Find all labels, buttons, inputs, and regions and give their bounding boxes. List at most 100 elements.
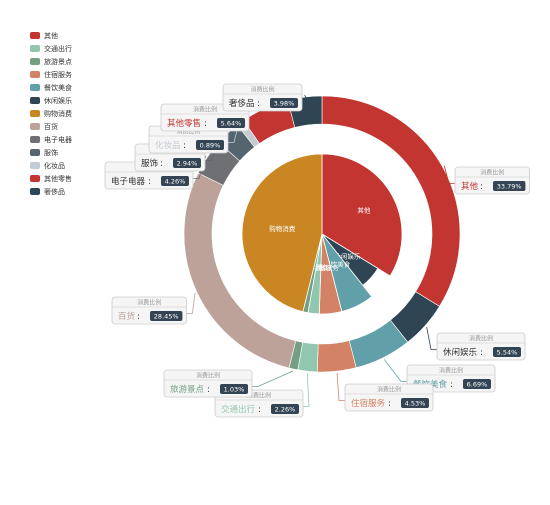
label-leader-line [252, 370, 294, 387]
legend-swatch [30, 110, 40, 117]
callout-caption: 消费比例 [480, 169, 504, 177]
inner-slice-label: 住宿服务 [313, 263, 340, 272]
inner-slice-label: 旅游景点 [302, 262, 329, 271]
label-leader-line [336, 373, 345, 401]
legend-swatch [30, 123, 40, 130]
legend-item[interactable]: 奢侈品 [30, 185, 72, 198]
callout-value: 28.45% [154, 313, 179, 321]
legend-item[interactable]: 电子电器 [30, 133, 72, 146]
callout-separator: : [388, 399, 391, 409]
legend: 其他交通出行旅游景点住宿服务餐饮美食休闲娱乐购物消费百货电子电器服饰化妆品 其他零… [30, 29, 72, 198]
callout-value: 5.64% [221, 120, 242, 128]
callout-label: 交通出行 [221, 404, 256, 415]
legend-swatch [30, 84, 40, 91]
callout-value-badge [217, 118, 245, 128]
callout-value-badge [401, 398, 429, 408]
callout-caption: 消费比例 [193, 106, 217, 114]
label-leader-line [426, 326, 437, 350]
legend-item[interactable]: 购物消费 [30, 107, 72, 120]
inner-slice-label: 购物消费 [269, 224, 296, 233]
legend-item[interactable]: 交通出行 [30, 42, 72, 55]
label-leader-line [443, 165, 455, 184]
callout-value-badge [493, 347, 521, 357]
callout-value-badge [220, 384, 248, 394]
callout-caption: 消费比例 [176, 128, 200, 136]
legend-item[interactable]: 住宿服务 [30, 68, 72, 81]
callout-label: 旅游景点 [170, 384, 205, 395]
legend-label: 休闲娱乐 [44, 96, 72, 105]
inner-slice-label: 餐饮美食 [324, 259, 351, 268]
callout-caption: 消费比例 [377, 386, 401, 394]
legend-swatch [30, 149, 40, 156]
legend-swatch [30, 136, 40, 143]
callout-caption: 消费比例 [247, 392, 271, 400]
legend-label: 交通出行 [44, 44, 72, 53]
callout-value-badge [463, 379, 491, 389]
legend-label: 餐饮美食 [44, 83, 72, 92]
legend-label: 购物消费 [44, 109, 72, 118]
legend-label: 电子电器 [44, 135, 72, 144]
callout-value-badge [161, 176, 189, 186]
inner-slice[interactable] [241, 153, 323, 313]
legend-swatch [30, 162, 40, 169]
inner-slice-label: 休闲娱乐 [334, 252, 361, 261]
inner-slice[interactable] [321, 153, 403, 277]
callout-value: 5.54% [497, 349, 518, 357]
legend-swatch [30, 32, 40, 39]
callout-value: 2.94% [177, 160, 198, 168]
callout-separator: : [137, 312, 140, 322]
outer-slice[interactable] [316, 340, 357, 373]
legend-swatch [30, 188, 40, 195]
legend-label: 奢侈品 [44, 187, 65, 196]
callout-separator: : [480, 182, 483, 192]
callout-caption: 消费比例 [250, 86, 274, 94]
legend-item[interactable]: 服饰 [30, 146, 72, 159]
callout-value-badge [150, 311, 183, 321]
legend-swatch [30, 97, 40, 104]
callout-caption: 消费比例 [137, 299, 161, 307]
legend-label: 旅游景点 [44, 57, 72, 66]
callout-value-badge [173, 158, 201, 168]
legend-item[interactable]: 其他零售 [30, 172, 72, 185]
legend-label: 住宿服务 [44, 70, 72, 79]
callout-separator: : [257, 99, 260, 109]
callout-caption: 消费比例 [469, 335, 493, 343]
legend-item[interactable]: 化妆品 [30, 159, 72, 172]
legend-item[interactable]: 其他 [30, 29, 72, 42]
label-leader-line [383, 359, 407, 382]
callout-separator: : [450, 380, 453, 390]
callout-separator: : [160, 159, 163, 169]
callout-value-badge [271, 404, 299, 414]
legend-item[interactable]: 旅游景点 [30, 55, 72, 68]
callout-value: 6.69% [467, 381, 488, 389]
callout-value: 2.26% [275, 406, 296, 414]
legend-swatch [30, 175, 40, 182]
callout-value: 0.89% [200, 142, 221, 150]
callout-value-badge [270, 98, 298, 108]
callout-value: 4.53% [405, 400, 426, 408]
callout-label: 休闲娱乐 [443, 347, 478, 358]
callout-separator: : [207, 385, 210, 395]
label-leader-line [303, 373, 310, 407]
legend-label: 其他 [44, 31, 58, 40]
callout-separator: : [148, 177, 151, 187]
callout-label: 服饰 [141, 158, 159, 169]
inner-slice-label: 其他 [357, 206, 371, 215]
legend-label: 百货 [44, 122, 58, 131]
legend-item[interactable]: 休闲娱乐 [30, 94, 72, 107]
legend-swatch [30, 58, 40, 65]
legend-item[interactable]: 百货 [30, 120, 72, 133]
legend-label: 服饰 [44, 148, 58, 157]
callout-label: 化妆品 [155, 140, 181, 151]
callout-separator: : [183, 141, 186, 151]
legend-item[interactable]: 餐饮美食 [30, 81, 72, 94]
callout-caption: 消费比例 [196, 372, 220, 380]
callout-value-badge [493, 181, 526, 191]
legend-swatch [30, 45, 40, 52]
callout-value: 33.79% [497, 183, 522, 191]
callout-value: 3.98% [274, 100, 295, 108]
callout-label: 电子电器 [111, 176, 146, 187]
callout-value: 4.26% [165, 178, 186, 186]
